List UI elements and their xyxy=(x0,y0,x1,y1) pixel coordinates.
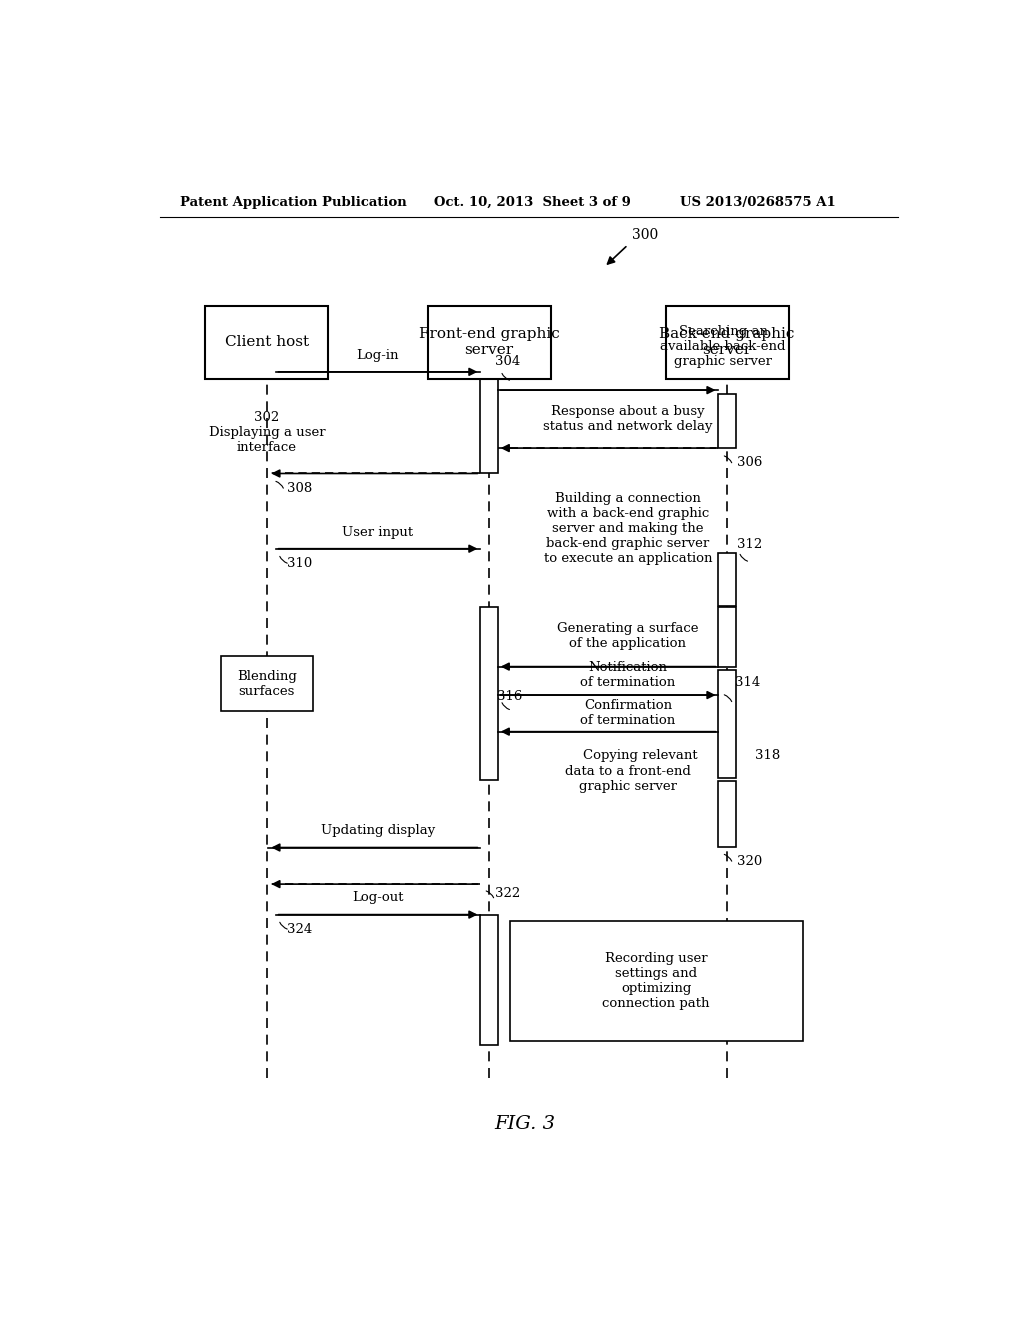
Text: Searching an
available back-end
graphic server: Searching an available back-end graphic … xyxy=(660,325,786,368)
Bar xyxy=(428,306,551,379)
Bar xyxy=(510,921,803,1040)
Bar xyxy=(666,306,788,379)
Text: 302
Displaying a user
interface: 302 Displaying a user interface xyxy=(209,412,326,454)
Bar xyxy=(719,553,736,606)
Text: 318: 318 xyxy=(755,750,780,762)
Text: Back-end graphic
server: Back-end graphic server xyxy=(659,327,795,358)
Text: 320: 320 xyxy=(736,855,762,867)
Text: Recording user
settings and
optimizing
connection path: Recording user settings and optimizing c… xyxy=(602,952,710,1010)
Text: Log-out: Log-out xyxy=(352,891,403,904)
Text: Updating display: Updating display xyxy=(321,825,435,837)
Bar xyxy=(480,372,498,474)
Text: Notification
of termination: Notification of termination xyxy=(581,661,676,689)
Bar xyxy=(719,395,736,447)
Bar xyxy=(480,607,498,780)
Text: Blending
surfaces: Blending surfaces xyxy=(237,669,297,698)
Text: Oct. 10, 2013  Sheet 3 of 9: Oct. 10, 2013 Sheet 3 of 9 xyxy=(433,195,631,209)
Bar xyxy=(719,781,736,846)
Bar xyxy=(480,915,498,1044)
Text: 308: 308 xyxy=(287,482,312,495)
Text: 324: 324 xyxy=(287,923,312,936)
Text: Front-end graphic
server: Front-end graphic server xyxy=(419,327,559,358)
Bar xyxy=(719,607,736,667)
Text: 300: 300 xyxy=(632,228,658,242)
Text: User input: User input xyxy=(342,525,414,539)
Text: US 2013/0268575 A1: US 2013/0268575 A1 xyxy=(680,195,836,209)
Text: Generating a surface
of the application: Generating a surface of the application xyxy=(557,622,698,651)
Bar xyxy=(221,656,312,711)
Text: Response about a busy
status and network delay: Response about a busy status and network… xyxy=(543,405,713,433)
Text: Patent Application Publication: Patent Application Publication xyxy=(179,195,407,209)
Text: data to a front-end
graphic server: data to a front-end graphic server xyxy=(565,766,691,793)
Text: Copying relevant: Copying relevant xyxy=(583,750,697,762)
Text: 316: 316 xyxy=(497,690,522,704)
Text: Client host: Client host xyxy=(225,335,309,350)
Bar xyxy=(206,306,329,379)
Text: Confirmation
of termination: Confirmation of termination xyxy=(581,698,676,726)
Text: Log-in: Log-in xyxy=(356,348,399,362)
Text: Building a connection
with a back-end graphic
server and making the
back-end gra: Building a connection with a back-end gr… xyxy=(544,492,713,565)
Bar xyxy=(719,669,736,779)
Text: FIG. 3: FIG. 3 xyxy=(495,1115,555,1133)
Text: 322: 322 xyxy=(496,887,520,900)
Text: 312: 312 xyxy=(736,537,762,550)
Text: 306: 306 xyxy=(736,457,762,470)
Text: 304: 304 xyxy=(496,355,520,368)
Text: 310: 310 xyxy=(287,557,312,570)
Text: 314: 314 xyxy=(735,676,761,689)
